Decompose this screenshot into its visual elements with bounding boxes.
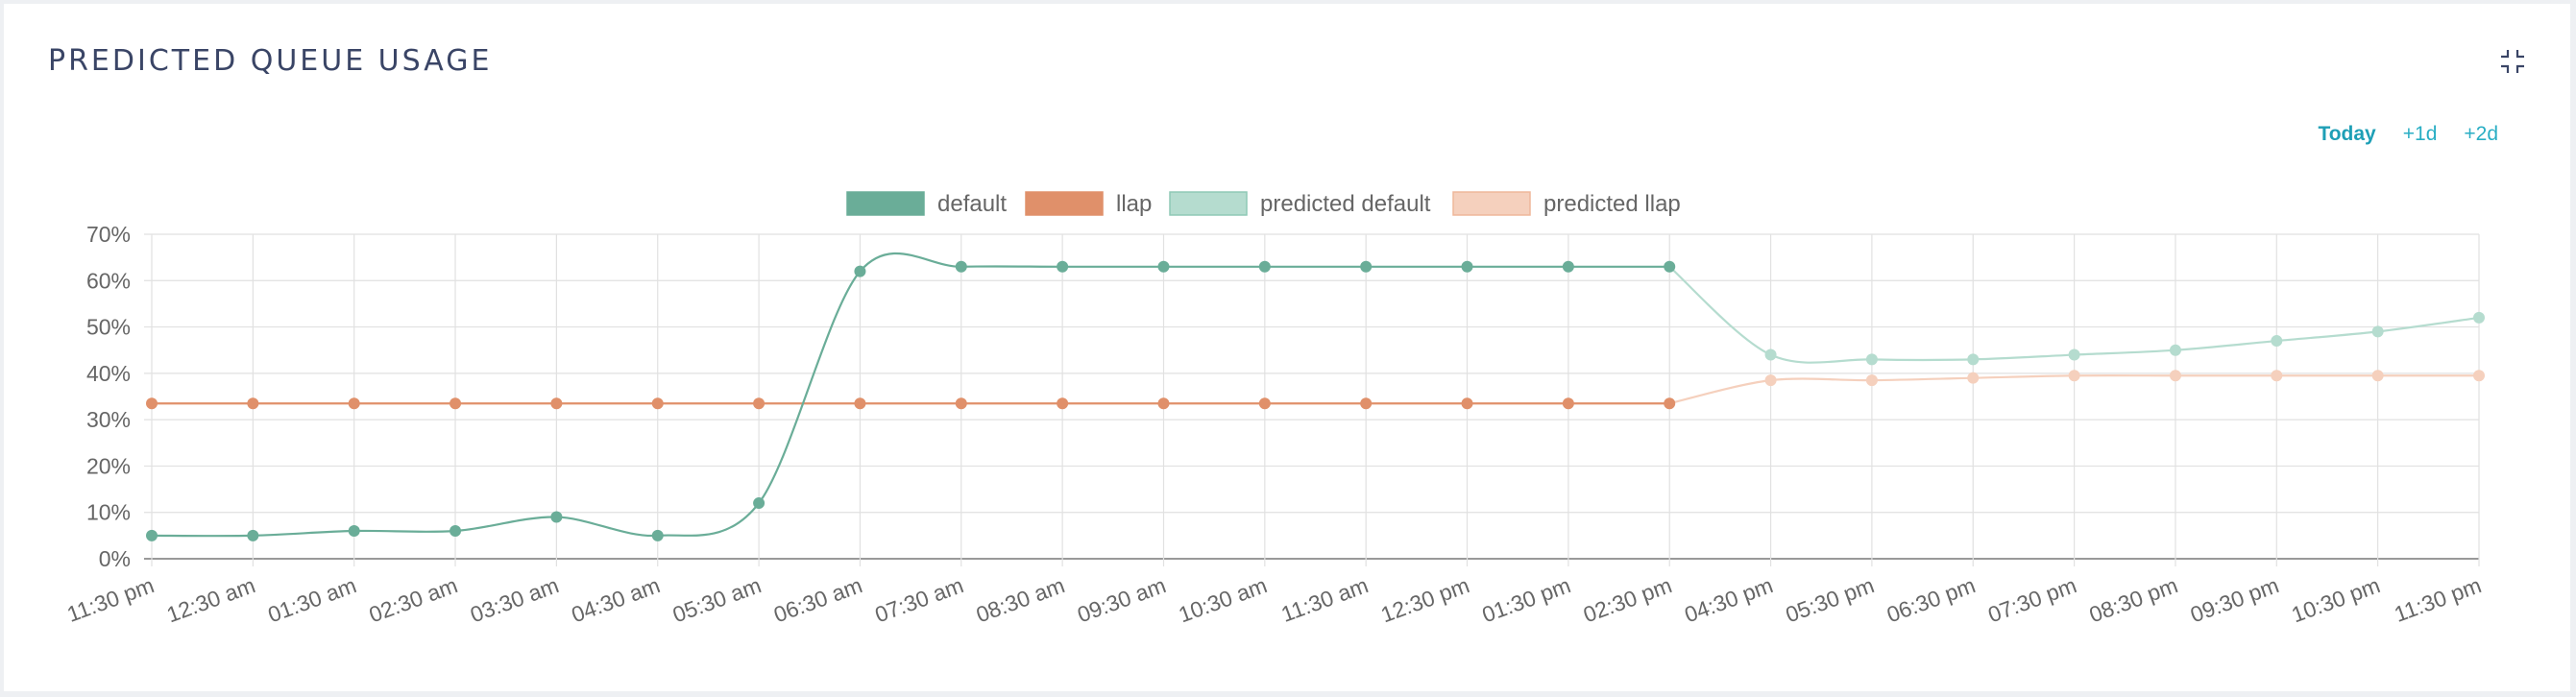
x-tick-label: 03:30 am (467, 572, 562, 627)
data-point-llap[interactable] (247, 397, 258, 409)
data-point-predicted_default[interactable] (2069, 349, 2080, 361)
legend-swatch-llap[interactable] (1026, 192, 1103, 215)
x-tick-label: 10:30 pm (2288, 572, 2383, 627)
x-tick-label: 12:30 am (163, 572, 258, 627)
legend-label-predicted_llap[interactable]: predicted llap (1543, 191, 1681, 217)
x-tick-label: 07:30 pm (1984, 572, 2079, 627)
data-point-llap[interactable] (550, 397, 562, 409)
y-tick-label: 20% (86, 453, 131, 478)
y-tick-label: 60% (86, 268, 131, 293)
data-point-predicted_default[interactable] (1866, 353, 1878, 365)
data-point-llap[interactable] (956, 397, 967, 409)
data-point-llap[interactable] (1664, 397, 1675, 409)
legend-swatch-predicted_default[interactable] (1170, 192, 1247, 215)
series-line-default (152, 253, 1669, 536)
data-point-default[interactable] (652, 530, 664, 541)
data-point-predicted_llap[interactable] (2170, 370, 2181, 381)
data-point-llap[interactable] (652, 397, 664, 409)
x-tick-label: 05:30 am (669, 572, 765, 627)
x-tick-label: 09:30 am (1074, 572, 1169, 627)
x-tick-label: 06:30 pm (1883, 572, 1979, 627)
data-point-default[interactable] (349, 525, 360, 537)
data-point-default[interactable] (146, 530, 158, 541)
x-tick-label: 02:30 am (366, 572, 461, 627)
data-point-llap[interactable] (753, 397, 765, 409)
data-point-default[interactable] (550, 512, 562, 523)
x-tick-label: 11:30 am (1277, 572, 1371, 627)
legend-label-predicted_default[interactable]: predicted default (1260, 191, 1431, 217)
y-tick-label: 70% (86, 222, 131, 247)
data-point-default[interactable] (1462, 261, 1473, 273)
x-tick-label: 07:30 am (871, 572, 966, 627)
data-point-predicted_llap[interactable] (1866, 374, 1878, 386)
data-point-default[interactable] (1664, 261, 1675, 273)
data-point-predicted_llap[interactable] (2271, 370, 2282, 381)
data-point-default[interactable] (956, 261, 967, 273)
y-tick-label: 0% (99, 546, 131, 571)
x-tick-label: 10:30 am (1176, 572, 1271, 627)
data-point-default[interactable] (1360, 261, 1372, 273)
data-point-default[interactable] (1057, 261, 1068, 273)
data-point-llap[interactable] (854, 397, 865, 409)
data-point-predicted_default[interactable] (1765, 349, 1777, 361)
x-tick-label: 05:30 pm (1783, 572, 1878, 627)
x-tick-label: 01:30 am (264, 572, 359, 627)
data-point-default[interactable] (753, 497, 765, 509)
data-point-llap[interactable] (146, 397, 158, 409)
x-tick-label: 01:30 pm (1479, 572, 1574, 627)
x-tick-label: 06:30 am (770, 572, 865, 627)
data-point-llap[interactable] (1563, 397, 1574, 409)
data-point-default[interactable] (1157, 261, 1169, 273)
y-tick-label: 10% (86, 500, 131, 525)
x-tick-label: 08:30 pm (2086, 572, 2181, 627)
x-tick-label: 02:30 pm (1580, 572, 1675, 627)
data-point-llap[interactable] (349, 397, 360, 409)
data-point-predicted_llap[interactable] (2372, 370, 2384, 381)
legend-label-default[interactable]: default (937, 191, 1007, 217)
data-point-default[interactable] (854, 266, 865, 277)
x-tick-label: 11:30 pm (63, 572, 157, 627)
data-point-default[interactable] (247, 530, 258, 541)
y-tick-label: 40% (86, 361, 131, 386)
legend-swatch-predicted_llap[interactable] (1453, 192, 1530, 215)
x-tick-label: 04:30 am (568, 572, 663, 627)
x-tick-label: 09:30 pm (2187, 572, 2282, 627)
data-point-default[interactable] (1563, 261, 1574, 273)
data-point-predicted_default[interactable] (2372, 325, 2384, 337)
legend-swatch-default[interactable] (847, 192, 924, 215)
x-tick-label: 11:30 pm (2391, 572, 2484, 627)
data-point-predicted_llap[interactable] (2069, 370, 2080, 381)
data-point-llap[interactable] (1057, 397, 1068, 409)
x-tick-label: 04:30 pm (1681, 572, 1776, 627)
data-point-predicted_llap[interactable] (1967, 373, 1979, 384)
y-tick-label: 30% (86, 407, 131, 432)
legend-label-llap[interactable]: llap (1116, 191, 1152, 217)
y-tick-label: 50% (86, 315, 131, 340)
x-tick-label: 12:30 pm (1377, 572, 1472, 627)
data-point-llap[interactable] (1360, 397, 1372, 409)
data-point-predicted_default[interactable] (2170, 345, 2181, 356)
data-point-default[interactable] (1259, 261, 1271, 273)
data-point-predicted_default[interactable] (2271, 335, 2282, 347)
data-point-predicted_llap[interactable] (2473, 370, 2485, 381)
data-point-llap[interactable] (1157, 397, 1169, 409)
data-point-predicted_default[interactable] (2473, 312, 2485, 324)
data-point-default[interactable] (450, 525, 461, 537)
x-tick-label: 08:30 am (973, 572, 1068, 627)
data-point-llap[interactable] (1462, 397, 1473, 409)
data-point-predicted_llap[interactable] (1765, 374, 1777, 386)
data-point-predicted_default[interactable] (1967, 353, 1979, 365)
data-point-llap[interactable] (450, 397, 461, 409)
data-point-llap[interactable] (1259, 397, 1271, 409)
